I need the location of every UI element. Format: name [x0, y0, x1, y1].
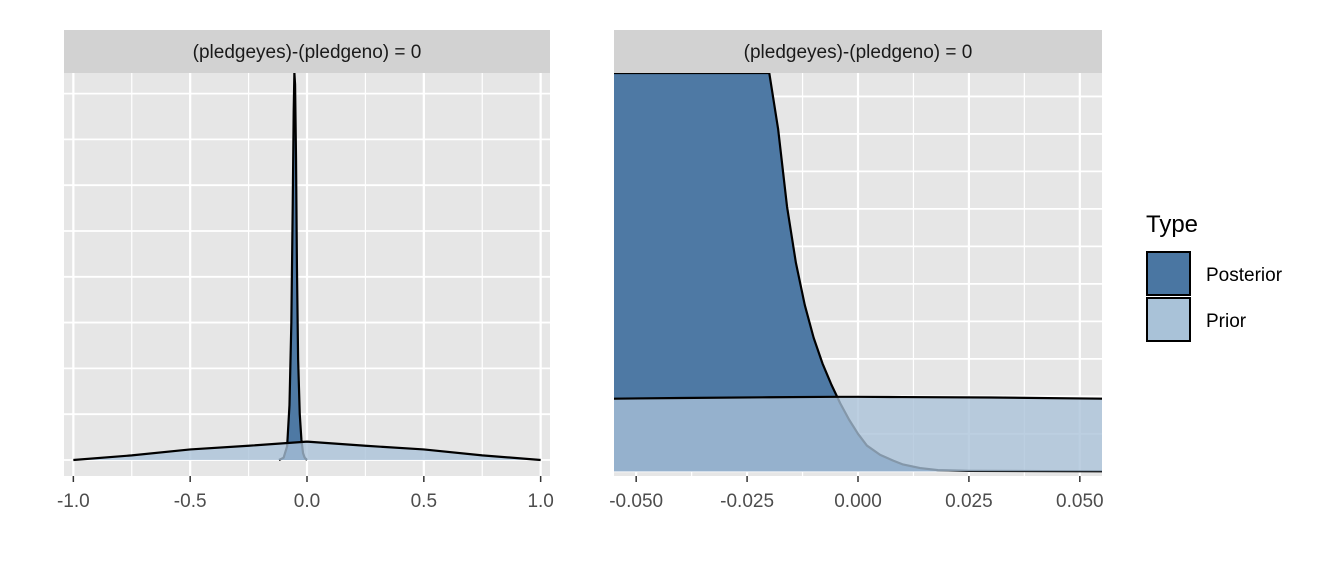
left-gridlines — [64, 73, 550, 476]
x-tick-label: -0.050 — [609, 491, 663, 512]
legend-title: Type — [1146, 211, 1198, 238]
density-layer — [73, 73, 541, 462]
right-x-axis: -0.050 -0.025 0.000 0.025 0.050 — [609, 476, 1104, 512]
left-density-areas — [73, 73, 541, 462]
x-tick-label: -0.5 — [174, 491, 207, 512]
prior-outline — [614, 395, 1102, 400]
prior-outline — [73, 440, 541, 462]
x-tick-label: -0.025 — [720, 491, 774, 512]
legend-label-posterior: Posterior — [1206, 265, 1283, 286]
legend: Type Posterior Prior — [1146, 211, 1283, 342]
posterior-area — [614, 73, 1102, 472]
legend-label-prior: Prior — [1206, 311, 1247, 332]
x-tick-label: 0.050 — [1056, 491, 1104, 512]
legend-key-prior — [1146, 297, 1191, 342]
density-layer — [614, 73, 1102, 473]
right-strip-background — [614, 30, 1102, 73]
right-density-areas — [614, 73, 1102, 473]
right-strip-label: (pledgeyes)-(pledgeno) = 0 — [744, 42, 973, 63]
left-panel: (pledgeyes)-(pledgeno) = 0 -1.0 -0.5 0.0 0.… — [57, 30, 554, 512]
left-strip-background — [64, 30, 550, 73]
x-tick-label: 1.0 — [527, 491, 553, 512]
prior-area — [73, 441, 541, 460]
x-tick-label: 0.025 — [945, 491, 993, 512]
x-tick-label: -1.0 — [57, 491, 90, 512]
left-strip-label: (pledgeyes)-(pledgeno) = 0 — [193, 42, 422, 63]
right-panel: (pledgeyes)-(pledgeno) = 0 -0.050 -0.025 0… — [609, 30, 1104, 512]
x-tick-label: 0.5 — [411, 491, 437, 512]
x-tick-label: 0.0 — [294, 491, 320, 512]
legend-key-posterior — [1146, 251, 1191, 296]
x-tick-label: 0.000 — [834, 491, 882, 512]
left-x-axis: -1.0 -0.5 0.0 0.5 1.0 — [57, 476, 554, 512]
prior-area — [614, 396, 1102, 472]
